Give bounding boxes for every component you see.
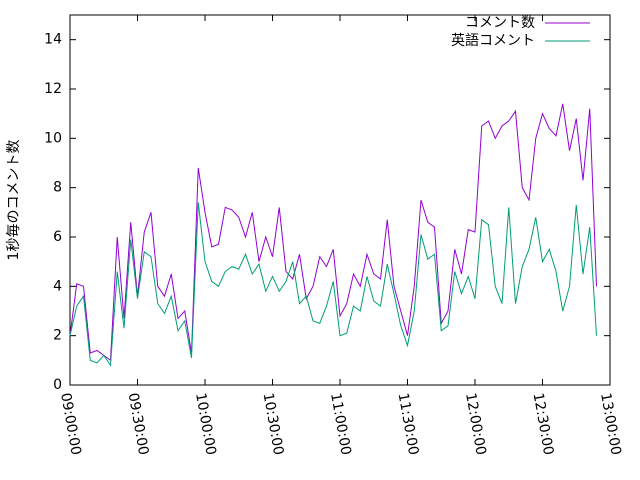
legend-label: コメント数 xyxy=(465,15,535,31)
x-tick-label: 11:30:00 xyxy=(395,392,422,457)
y-axis-label: 1秒毎のコメント数 xyxy=(6,140,22,261)
y-tick-label: 12 xyxy=(44,81,62,97)
y-tick-label: 0 xyxy=(53,377,62,393)
legend-label: 英語コメント xyxy=(451,32,535,49)
y-tick-label: 4 xyxy=(53,278,62,294)
y-tick-label: 14 xyxy=(44,32,62,48)
x-tick-label: 13:00:00 xyxy=(597,392,624,457)
y-tick-label: 6 xyxy=(53,229,62,245)
x-tick-label: 09:30:00 xyxy=(125,392,152,457)
x-tick-label: 11:00:00 xyxy=(327,392,354,457)
y-tick-label: 8 xyxy=(53,180,62,196)
series-line xyxy=(69,103,597,362)
x-tick-label: 09:00:00 xyxy=(57,392,84,457)
y-tick-label: 10 xyxy=(44,130,62,146)
series-line xyxy=(69,202,597,367)
x-tick-label: 12:30:00 xyxy=(530,392,557,457)
x-tick-label: 10:00:00 xyxy=(192,392,219,457)
y-tick-label: 2 xyxy=(53,328,62,344)
x-tick-label: 12:00:00 xyxy=(462,392,489,457)
x-tick-label: 10:30:00 xyxy=(260,392,287,457)
